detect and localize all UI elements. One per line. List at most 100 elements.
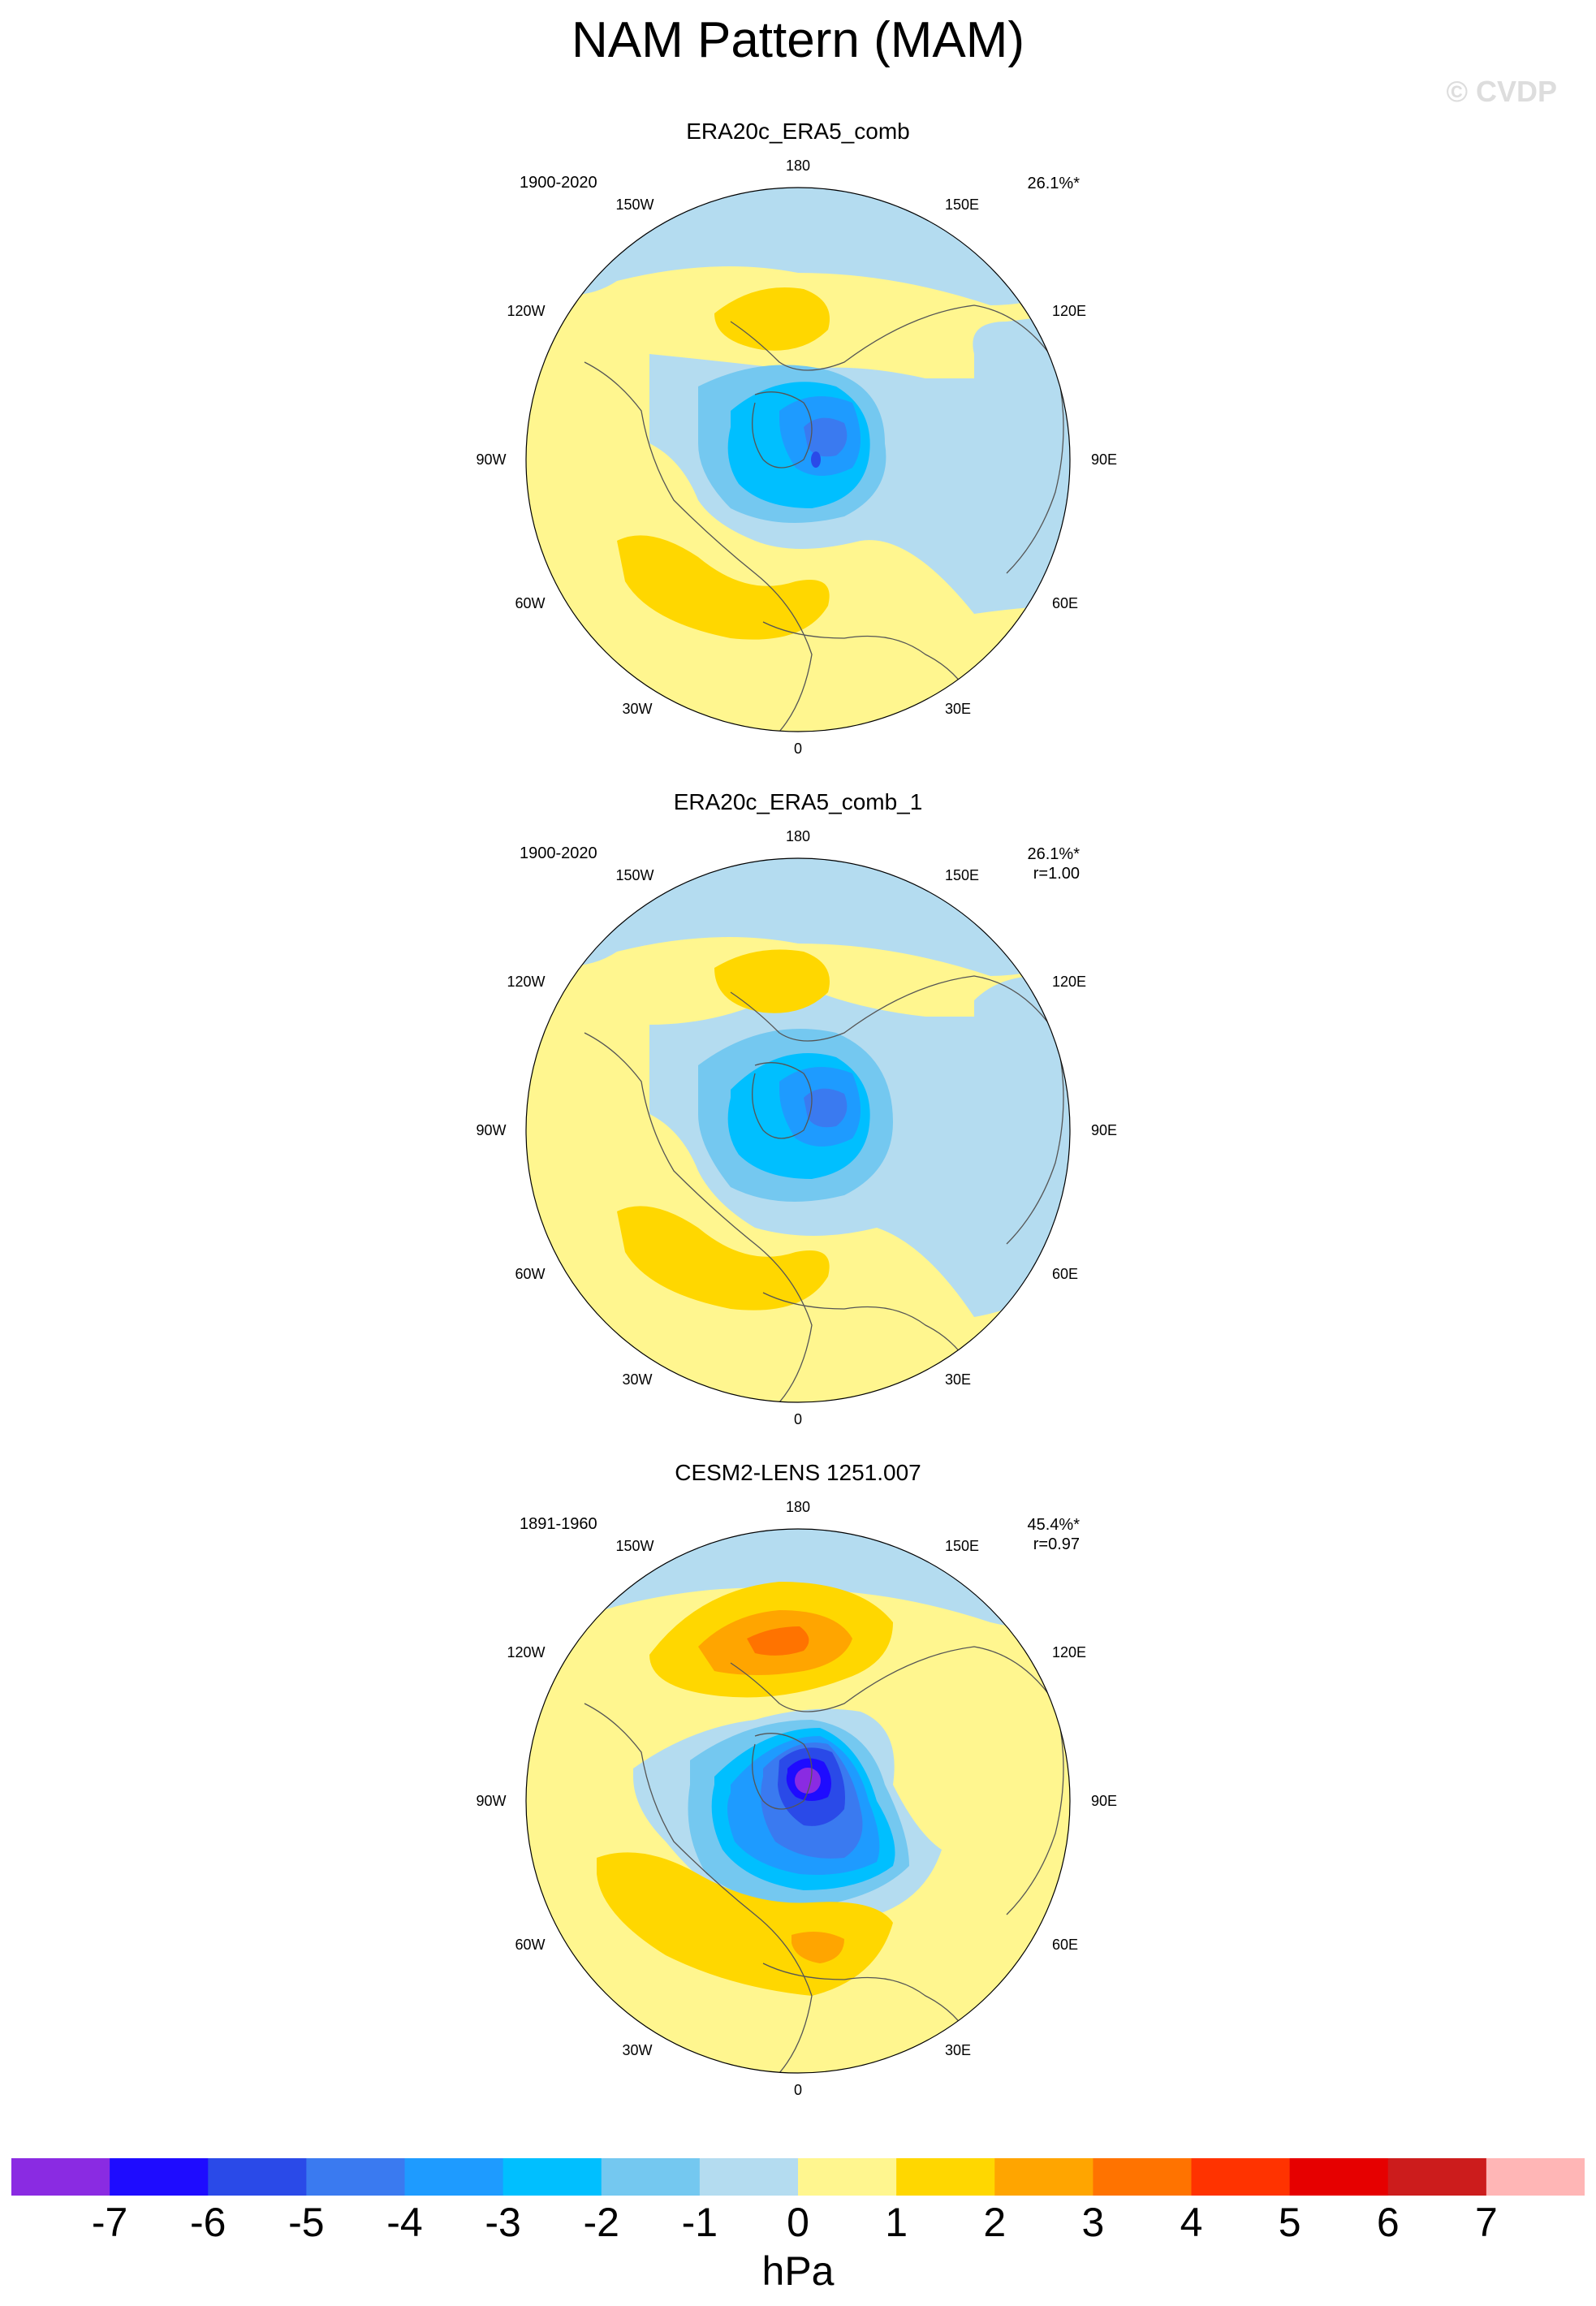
positive-anomaly-region [792, 1932, 844, 1963]
colorbar-swatch [11, 2158, 110, 2196]
figure-title: NAM Pattern (MAM) [571, 12, 1025, 68]
negative-anomaly-region [804, 417, 848, 457]
colorbar-swatch [1387, 2158, 1487, 2196]
lon-label-150W: 150W [615, 196, 653, 213]
colorbar-tick-label: 3 [1081, 2200, 1105, 2245]
negative-anomaly-core [811, 451, 821, 468]
colorbar-tick-label: -2 [583, 2200, 619, 2245]
cvdp-watermark: © CVDP [1446, 75, 1557, 108]
lon-label-30W: 30W [622, 2042, 652, 2058]
lon-label-60E: 60E [1052, 1266, 1078, 1282]
map-boundary [525, 187, 1071, 732]
lon-label-120E: 120E [1052, 303, 1086, 319]
polar-map: 180 150E 120E 90E 60E 30E 0 30W 60W 90W … [476, 158, 1117, 757]
colorbar-tick-label: -5 [288, 2200, 325, 2245]
map-panel-3: CESM2-LENS 1251.007 1891-1960 45.4%* r=0… [0, 1460, 1596, 2126]
coastlines [584, 1646, 1064, 2073]
map-boundary [525, 857, 1071, 1403]
lon-label-150E: 150E [945, 1538, 979, 1554]
map-boundary [525, 1528, 1071, 2074]
lon-label-90E: 90E [1091, 1122, 1117, 1138]
colorbar-swatch [994, 2158, 1093, 2196]
pattern-correlation: r=0.97 [1033, 1535, 1080, 1553]
lon-label-180: 180 [786, 1499, 810, 1515]
colorbar-swatch [896, 2158, 995, 2196]
colorbar-swatch [798, 2158, 897, 2196]
lon-label-150W: 150W [615, 1538, 653, 1554]
lon-label-30W: 30W [622, 701, 652, 717]
colorbar-swatch [699, 2158, 799, 2196]
positive-anomaly-region [617, 535, 830, 640]
lon-label-90E: 90E [1091, 1793, 1117, 1809]
lon-label-30E: 30E [945, 2042, 971, 2058]
colorbar-swatch [503, 2158, 602, 2196]
lon-label-90W: 90W [476, 451, 506, 468]
colorbar-swatch [601, 2158, 701, 2196]
lon-label-150E: 150E [945, 196, 979, 213]
negative-anomaly-region [804, 1088, 848, 1128]
pattern-correlation: r=1.00 [1033, 865, 1080, 883]
negative-anomaly-core [795, 1768, 821, 1794]
colorbar-swatch [1289, 2158, 1389, 2196]
positive-anomaly-region [714, 949, 830, 1013]
variance-explained: 45.4%* [1027, 1516, 1081, 1534]
lon-label-150W: 150W [615, 867, 653, 883]
positive-anomaly-region [747, 1626, 809, 1656]
colorbar-tick-label: 7 [1474, 2200, 1498, 2245]
lon-label-60E: 60E [1052, 1937, 1078, 1953]
colorbar-units: hPa [761, 2248, 835, 2294]
positive-anomaly-region [617, 1206, 830, 1311]
coastlines [584, 304, 1064, 732]
panel-title: ERA20c_ERA5_comb [686, 119, 910, 144]
lon-label-120W: 120W [507, 1644, 545, 1660]
lon-label-0: 0 [794, 1411, 802, 1427]
stats-box: 45.4%* r=0.97 [966, 1515, 1081, 1554]
lon-label-120W: 120W [507, 303, 545, 319]
lon-label-60W: 60W [515, 1937, 545, 1953]
lon-label-90W: 90W [476, 1122, 506, 1138]
variance-explained: 26.1%* [1027, 845, 1081, 863]
lon-label-0: 0 [794, 741, 802, 757]
colorbar-swatch [110, 2158, 209, 2196]
map-panel-2: ERA20c_ERA5_comb_1 1900-2020 26.1%* r=1.… [0, 789, 1596, 1455]
lon-label-30E: 30E [945, 1371, 971, 1388]
lon-label-30E: 30E [945, 701, 971, 717]
colorbar-swatch [208, 2158, 307, 2196]
lon-label-0: 0 [794, 2082, 802, 2098]
lon-label-60E: 60E [1052, 595, 1078, 611]
colorbar-swatch [404, 2158, 504, 2196]
panel-title: CESM2-LENS 1251.007 [675, 1460, 921, 1485]
colorbar-swatch [1486, 2158, 1585, 2196]
period-label: 1900-2020 [520, 844, 597, 862]
variance-explained: 26.1%* [1027, 175, 1081, 192]
colorbar-swatch [306, 2158, 405, 2196]
colorbar-tick-label: 0 [787, 2200, 809, 2245]
lon-label-120W: 120W [507, 974, 545, 990]
lon-label-120E: 120E [1052, 974, 1086, 990]
colorbar-tick-label: -6 [190, 2200, 226, 2245]
polar-map: 180 150E 120E 90E 60E 30E 0 30W 60W 90W … [476, 828, 1117, 1427]
colorbar-tick-label: 1 [885, 2200, 908, 2245]
panel-title: ERA20c_ERA5_comb_1 [673, 789, 923, 814]
colorbar-tick-label: -4 [386, 2200, 423, 2245]
stats-box: 26.1%* r=1.00 [966, 844, 1081, 883]
colorbar [11, 2158, 1585, 2196]
lon-label-180: 180 [786, 158, 810, 174]
positive-anomaly-region [714, 287, 830, 351]
lon-label-60W: 60W [515, 595, 545, 611]
colorbar-tick-label: -3 [485, 2200, 521, 2245]
colorbar-tick-label: -7 [91, 2200, 128, 2245]
lon-label-60W: 60W [515, 1266, 545, 1282]
colorbar-swatch [1191, 2158, 1291, 2196]
lon-label-120E: 120E [1052, 1644, 1086, 1660]
lon-label-180: 180 [786, 828, 810, 844]
stats-box: 26.1%* [966, 174, 1081, 193]
lon-label-150E: 150E [945, 867, 979, 883]
lon-label-30W: 30W [622, 1371, 652, 1388]
colorbar-tick-label: 2 [983, 2200, 1007, 2245]
colorbar-swatch [1093, 2158, 1192, 2196]
coastlines [584, 975, 1064, 1402]
polar-map: 180 150E 120E 90E 60E 30E 0 30W 60W 90W … [476, 1499, 1117, 2098]
lon-label-90W: 90W [476, 1793, 506, 1809]
colorbar-tick-label: 6 [1376, 2200, 1400, 2245]
